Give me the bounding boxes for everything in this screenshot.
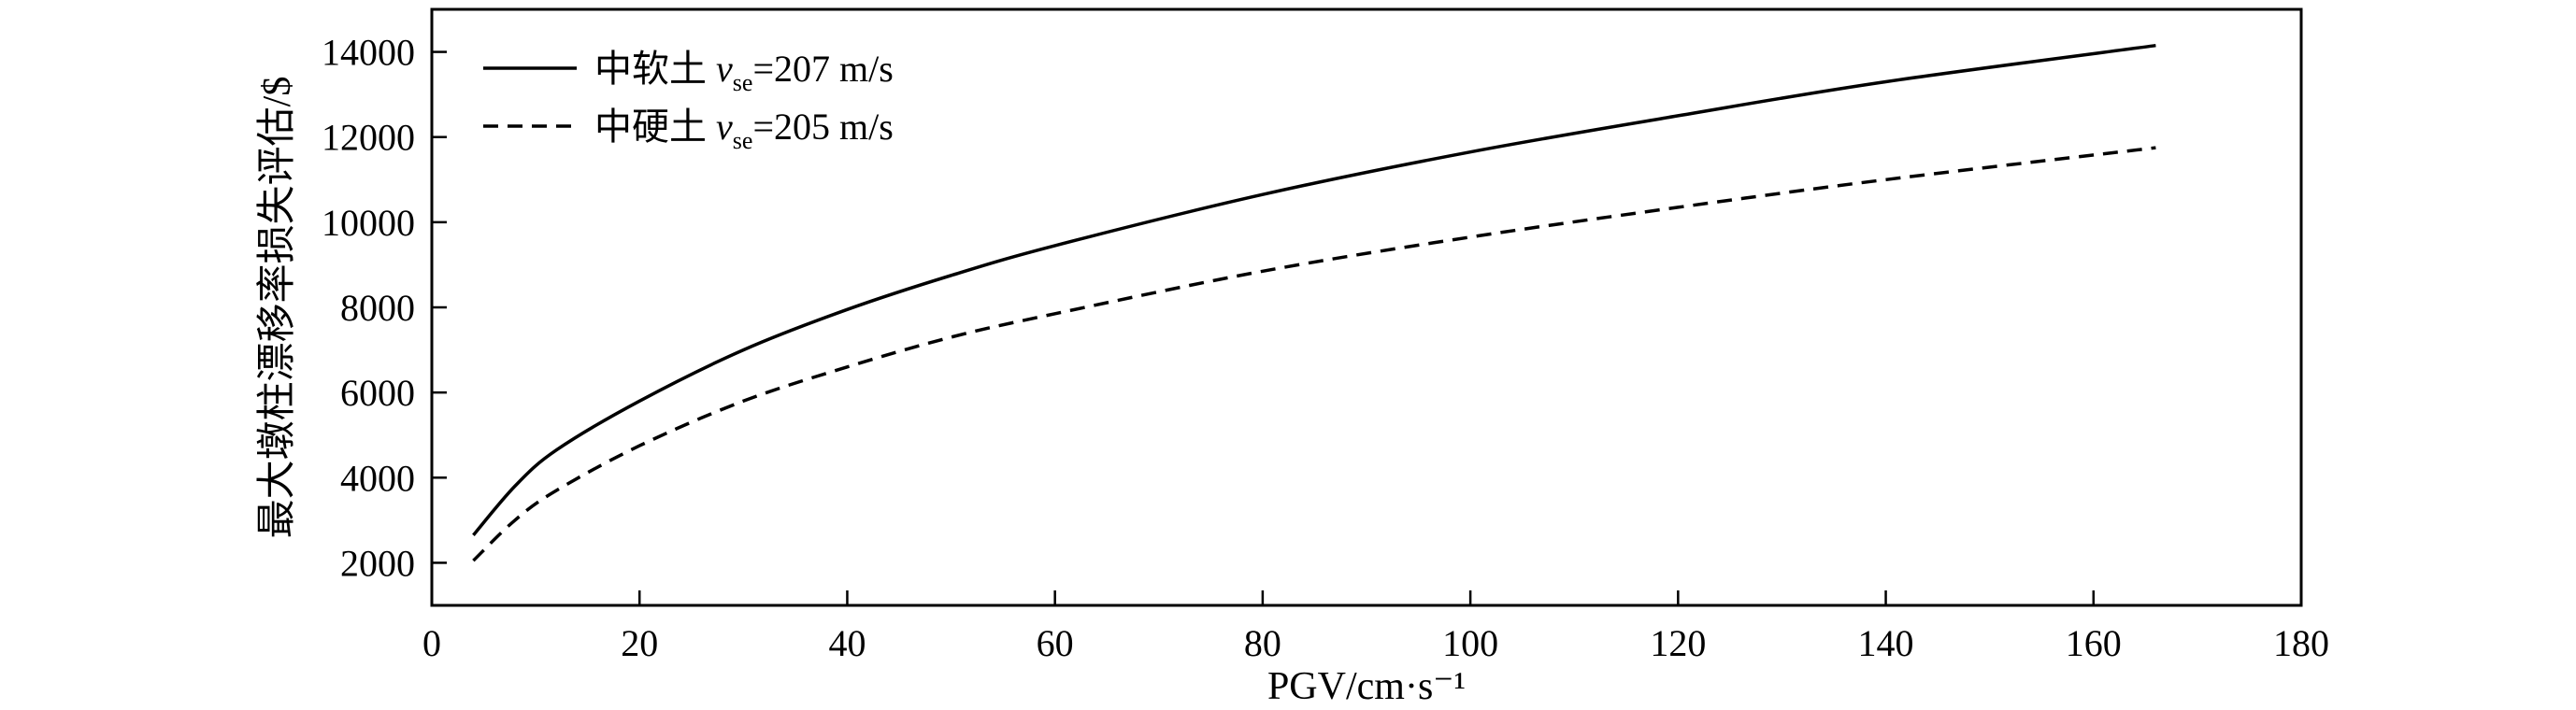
y-axis: 2000 4000 6000 8000 10000 12000 14000 <box>322 32 447 584</box>
y-tick-label: 8000 <box>340 287 415 329</box>
plot-frame <box>430 7 2303 607</box>
y-tick-label: 6000 <box>340 372 415 414</box>
x-axis: 0 20 40 60 80 100 120 140 160 180 <box>422 590 2329 664</box>
legend-label-prefix: 中软土 <box>594 48 716 90</box>
legend-label-1: 中软土 vse=207 m/s <box>594 48 894 96</box>
legend-label-variable: v <box>716 106 733 148</box>
x-tick-label: 120 <box>1650 622 1706 664</box>
series-line-2 <box>472 146 2156 562</box>
y-tick-label: 14000 <box>322 32 415 74</box>
y-tick-label: 4000 <box>340 457 415 499</box>
legend-label-subscript: se <box>733 127 753 154</box>
y-tick-label: 12000 <box>322 117 415 159</box>
legend-label-2: 中硬土 vse=205 m/s <box>594 106 894 154</box>
legend-label-subscript: se <box>733 69 753 96</box>
x-axis-title: PGV/cm·s⁻¹ <box>1267 665 1466 708</box>
legend-label-prefix: 中硬土 <box>594 106 716 148</box>
x-tick-label: 180 <box>2273 622 2329 664</box>
x-tick-label: 40 <box>828 622 866 664</box>
legend-label-variable: v <box>716 48 733 90</box>
legend-label-suffix: =207 m/s <box>752 48 893 90</box>
x-tick-label: 140 <box>1858 622 1914 664</box>
series-lines <box>472 43 2156 562</box>
y-tick-label: 10000 <box>322 202 415 244</box>
x-tick-label: 60 <box>1037 622 1074 664</box>
x-tick-label: 160 <box>2066 622 2122 664</box>
y-axis-title: 最大墩柱漂移率损失评估/$ <box>255 77 299 539</box>
legend-label-suffix: =205 m/s <box>752 106 893 148</box>
x-tick-label: 0 <box>422 622 441 664</box>
x-tick-label: 100 <box>1442 622 1498 664</box>
series-line-1 <box>472 43 2156 536</box>
x-tick-label: 20 <box>621 622 658 664</box>
x-tick-label: 80 <box>1244 622 1281 664</box>
y-tick-label: 2000 <box>340 542 415 584</box>
